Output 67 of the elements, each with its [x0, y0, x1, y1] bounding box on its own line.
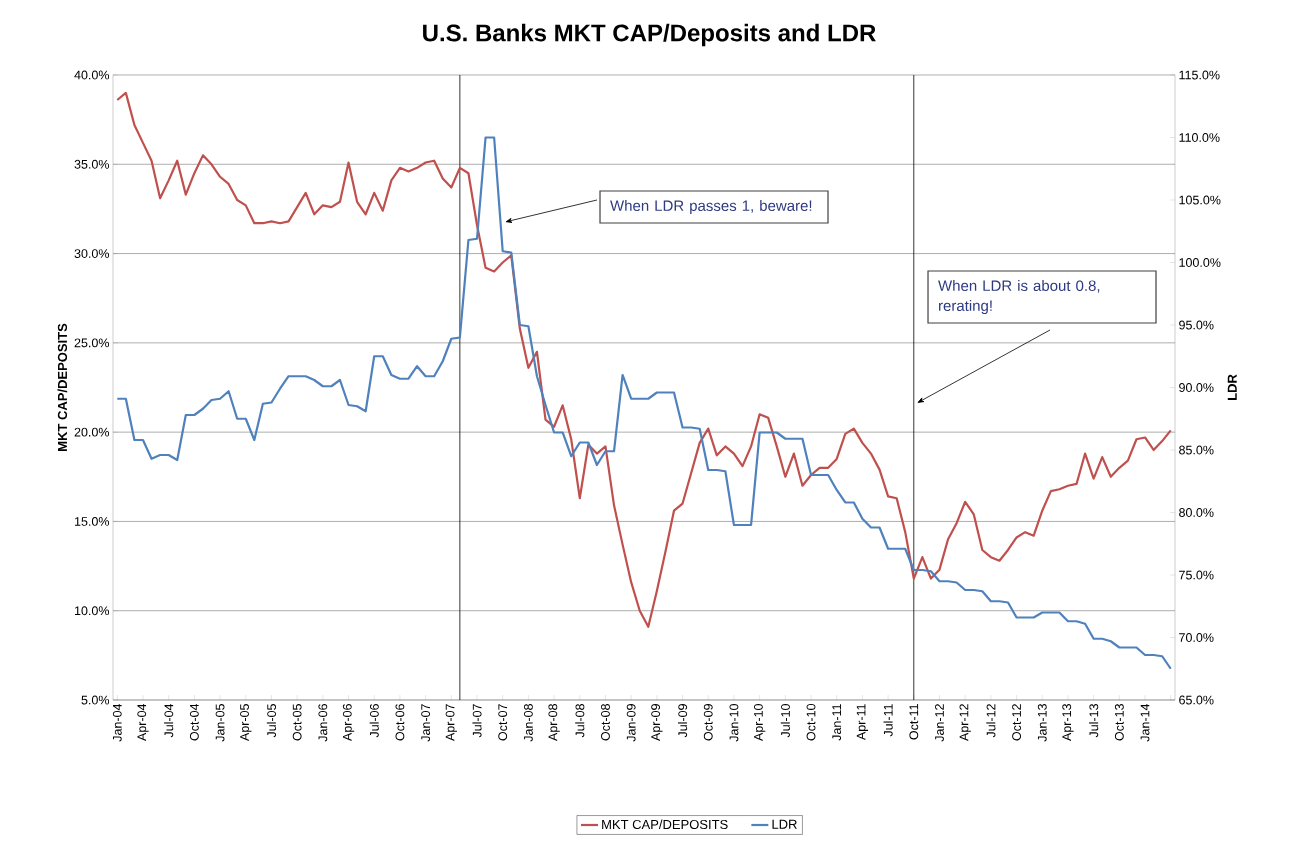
x-tick-label: Jan-10	[729, 704, 739, 742]
legend-label: MKT CAP/DEPOSITS	[602, 819, 728, 830]
x-tick-label: Jan-05	[215, 704, 225, 742]
y2-tick-label: 115.0%	[1179, 70, 1220, 80]
x-tick-label: Apr-04	[137, 703, 149, 742]
y-tick-label: 5.0%	[81, 695, 110, 705]
x-tick-label: Jan-08	[523, 704, 533, 742]
x-tick-label: Jul-13	[1089, 704, 1099, 738]
x-tick-label: Apr-09	[651, 704, 663, 742]
x-tick-label: Apr-05	[240, 704, 252, 742]
x-tick-label: Apr-13	[1062, 704, 1074, 742]
x-tick-label: Oct-09	[703, 704, 713, 741]
y-tick-label: 35.0%	[74, 159, 110, 169]
y-tick-label: 30.0%	[74, 249, 110, 258]
x-tick-label: Apr-11	[856, 704, 868, 741]
chart-title: U.S. Banks MKT CAP/Deposits and LDR	[423, 23, 876, 47]
x-tick-label: Jan-13	[1037, 704, 1047, 742]
y2-tick-label: 65.0%	[1179, 695, 1214, 705]
y-axis-title: MKT CAP/DEPOSITS	[57, 323, 68, 451]
x-tick-label: Jan-06	[318, 704, 328, 742]
y-tick-label: 25.0%	[74, 338, 110, 348]
x-tick-label: Apr-12	[959, 704, 971, 742]
x-tick-label: Oct-12	[1012, 704, 1021, 741]
y2-tick-label: 100.0%	[1179, 258, 1221, 267]
x-tick-label: Jul-11	[883, 704, 893, 737]
y-tick-label: 20.0%	[74, 427, 110, 437]
y2-axis-title: LDR	[1227, 374, 1237, 400]
y2-tick-label: 95.0%	[1179, 320, 1214, 330]
x-tick-label: Jan-07	[421, 704, 431, 742]
x-tick-label: Jul-07	[472, 704, 482, 738]
y2-tick-label: 85.0%	[1179, 445, 1214, 455]
x-tick-label: Oct-13	[1114, 704, 1124, 741]
x-tick-label: Oct-04	[189, 703, 199, 741]
y-tick-label: 15.0%	[74, 516, 110, 526]
y-tick-label: 40.0%	[74, 70, 110, 80]
annotation: When LDR passes 1, beware!	[610, 199, 812, 214]
x-tick-label: Jul-08	[575, 704, 585, 738]
x-tick-label: Jul-12	[986, 704, 996, 738]
x-tick-label: Apr-06	[342, 704, 355, 742]
x-tick-label: Oct-10	[806, 704, 816, 741]
x-tick-label: Apr-10	[753, 704, 766, 742]
y2-tick-label: 110.0%	[1179, 133, 1220, 142]
y2-tick-label: 75.0%	[1179, 570, 1214, 580]
x-tick-label: Jan-14	[1140, 703, 1150, 742]
x-tick-label: Jan-12	[935, 704, 944, 742]
x-tick-label: Jan-09	[626, 704, 636, 742]
x-tick-label: Jul-05	[266, 704, 277, 738]
x-tick-label: Oct-06	[395, 704, 405, 741]
legend-label: LDR	[772, 819, 797, 829]
x-tick-label: Apr-07	[445, 704, 457, 742]
y-tick-label: 10.0%	[74, 606, 110, 616]
x-tick-label: Jan-04	[112, 703, 122, 742]
y2-tick-label: 80.0%	[1179, 508, 1214, 517]
y2-tick-label: 70.0%	[1179, 633, 1214, 642]
x-tick-label: Jul-04	[164, 703, 174, 738]
y2-tick-label: 90.0%	[1179, 383, 1214, 392]
x-tick-label: Jan-11	[832, 704, 842, 741]
x-tick-label: Apr-08	[548, 704, 560, 742]
x-tick-label: Oct-11	[909, 704, 919, 740]
x-tick-label: Jul-09	[677, 704, 688, 738]
annotation: When LDR is about 0.8, rerating!	[938, 280, 1100, 314]
x-tick-label: Jul-06	[369, 704, 379, 738]
x-tick-label: Jul-10	[780, 704, 790, 738]
y2-tick-label: 105.0%	[1179, 195, 1221, 205]
x-tick-label: Oct-05	[292, 704, 302, 741]
x-tick-label: Oct-08	[601, 704, 610, 741]
x-tick-label: Oct-07	[498, 704, 508, 741]
